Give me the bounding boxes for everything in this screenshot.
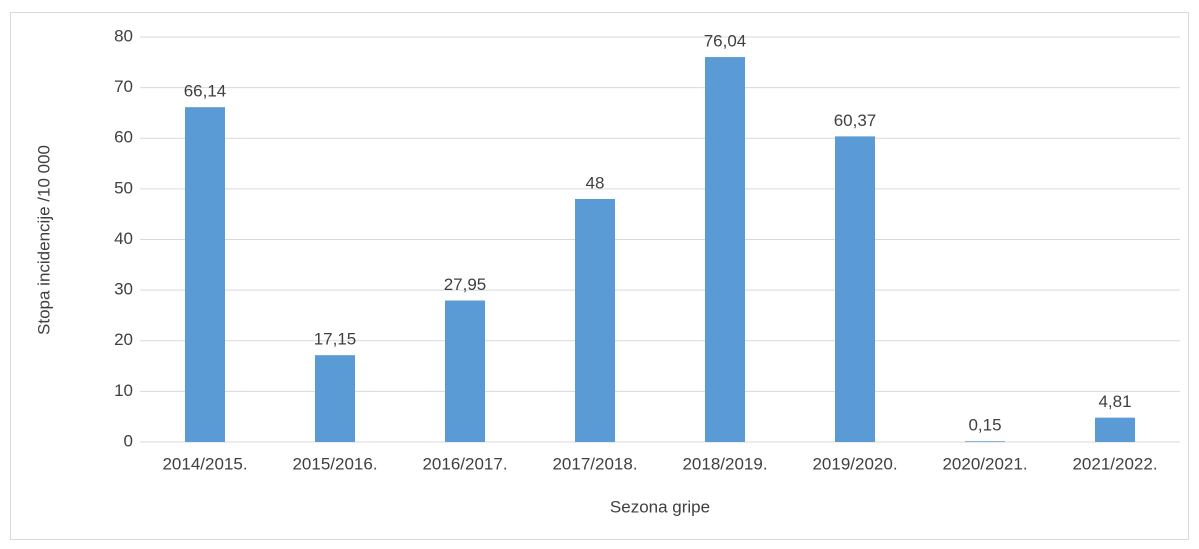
x-tick-label: 2016/2017. [422, 454, 507, 473]
value-label: 27,95 [444, 275, 487, 294]
bar [965, 441, 1005, 442]
y-axis-title: Stopa incidencije /10 000 [34, 145, 53, 335]
y-tick-label: 70 [114, 77, 133, 96]
value-label: 4,81 [1098, 392, 1131, 411]
y-tick-label: 10 [114, 381, 133, 400]
value-label: 17,15 [314, 330, 357, 349]
value-label: 66,14 [184, 82, 227, 101]
x-axis-title: Sezona gripe [610, 497, 710, 516]
bar [445, 300, 485, 442]
x-tick-label: 2020/2021. [942, 454, 1027, 473]
bar [315, 355, 355, 442]
y-tick-label: 40 [114, 229, 133, 248]
value-label: 60,37 [834, 111, 877, 130]
bar [835, 136, 875, 442]
bar [705, 57, 745, 443]
y-tick-label: 60 [114, 128, 133, 147]
x-tick-label: 2019/2020. [812, 454, 897, 473]
value-label: 48 [586, 173, 605, 192]
y-tick-label: 50 [114, 178, 133, 197]
bar [575, 199, 615, 442]
x-tick-label: 2017/2018. [552, 454, 637, 473]
x-tick-label: 2018/2019. [682, 454, 767, 473]
value-label: 76,04 [704, 32, 747, 51]
bar [1095, 417, 1135, 442]
x-tick-label: 2014/2015. [162, 454, 247, 473]
y-tick-label: 30 [114, 280, 133, 299]
y-tick-label: 80 [114, 26, 133, 45]
x-tick-label: 2021/2022. [1072, 454, 1157, 473]
y-tick-label: 0 [124, 431, 133, 450]
bar [185, 107, 225, 442]
y-tick-label: 20 [114, 330, 133, 349]
value-label: 0,15 [968, 416, 1001, 435]
x-tick-label: 2015/2016. [292, 454, 377, 473]
